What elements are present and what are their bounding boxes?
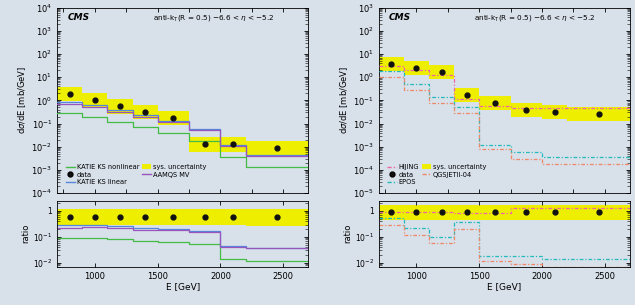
Text: anti-k$_\mathrm{T}$(R = 0.5) $-$6.6 < $\eta$ < $-$5.2: anti-k$_\mathrm{T}$(R = 0.5) $-$6.6 < $\… xyxy=(474,13,596,23)
Y-axis label: d$\sigma$/dE [mb/GeV]: d$\sigma$/dE [mb/GeV] xyxy=(17,66,29,135)
Y-axis label: d$\sigma$/dE [mb/GeV]: d$\sigma$/dE [mb/GeV] xyxy=(338,66,350,135)
X-axis label: E [GeV]: E [GeV] xyxy=(487,282,521,291)
Y-axis label: ratio: ratio xyxy=(343,224,352,243)
Text: CMS: CMS xyxy=(67,13,90,22)
Text: CMS: CMS xyxy=(389,13,411,22)
Legend: HIJING, data, EPOS, sys. uncertainty, QGSJETII-04: HIJING, data, EPOS, sys. uncertainty, QG… xyxy=(385,161,489,188)
Text: anti-k$_\mathrm{T}$(R = 0.5) $-$6.6 < $\eta$ < $-$5.2: anti-k$_\mathrm{T}$(R = 0.5) $-$6.6 < $\… xyxy=(152,13,274,23)
Y-axis label: ratio: ratio xyxy=(22,224,30,243)
Legend: KATIE KS nonlinear, data, KATIE KS linear, sys. uncertainty, AAMQS MV: KATIE KS nonlinear, data, KATIE KS linea… xyxy=(63,161,210,188)
X-axis label: E [GeV]: E [GeV] xyxy=(166,282,200,291)
